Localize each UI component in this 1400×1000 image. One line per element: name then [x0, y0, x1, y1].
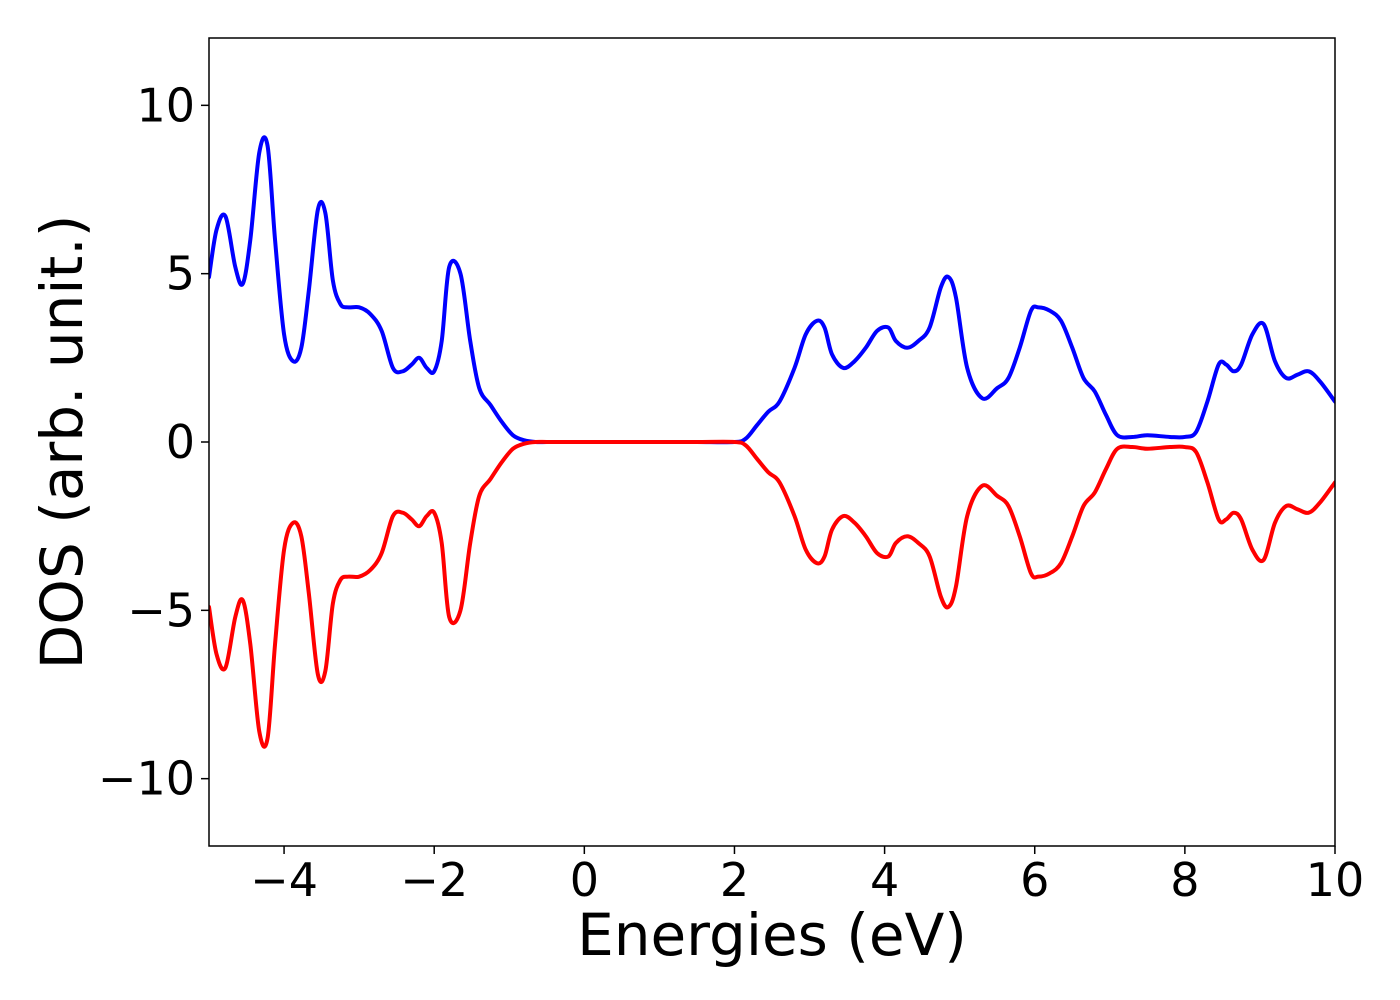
y-axis: −10 −5 0 5 10	[98, 78, 209, 806]
y-tick-label: −10	[98, 752, 195, 806]
x-tick-label: 10	[1306, 853, 1365, 907]
x-tick-label: −2	[400, 853, 468, 907]
series-layer	[209, 135, 1335, 749]
plot-frame	[208, 37, 1336, 847]
y-tick-label: 0	[166, 415, 195, 469]
y-axis-label: DOS (arb. unit.)	[28, 215, 96, 670]
x-tick-label: 2	[720, 853, 749, 907]
y-tick-label: −5	[127, 583, 195, 637]
x-tick-label: 8	[1170, 853, 1199, 907]
series-line-1	[209, 135, 1335, 445]
x-tick-label: 4	[870, 853, 899, 907]
x-axis-label: Energies (eV)	[577, 901, 967, 969]
x-tick-label: −4	[250, 853, 318, 907]
y-tick-label: 5	[166, 247, 195, 301]
series-line-2	[209, 439, 1335, 749]
x-tick-label: 0	[570, 853, 599, 907]
x-axis: −4 −2 0 2 4 6 8 10	[250, 846, 1364, 907]
y-tick-label: 10	[136, 78, 195, 132]
x-tick-label: 6	[1020, 853, 1049, 907]
